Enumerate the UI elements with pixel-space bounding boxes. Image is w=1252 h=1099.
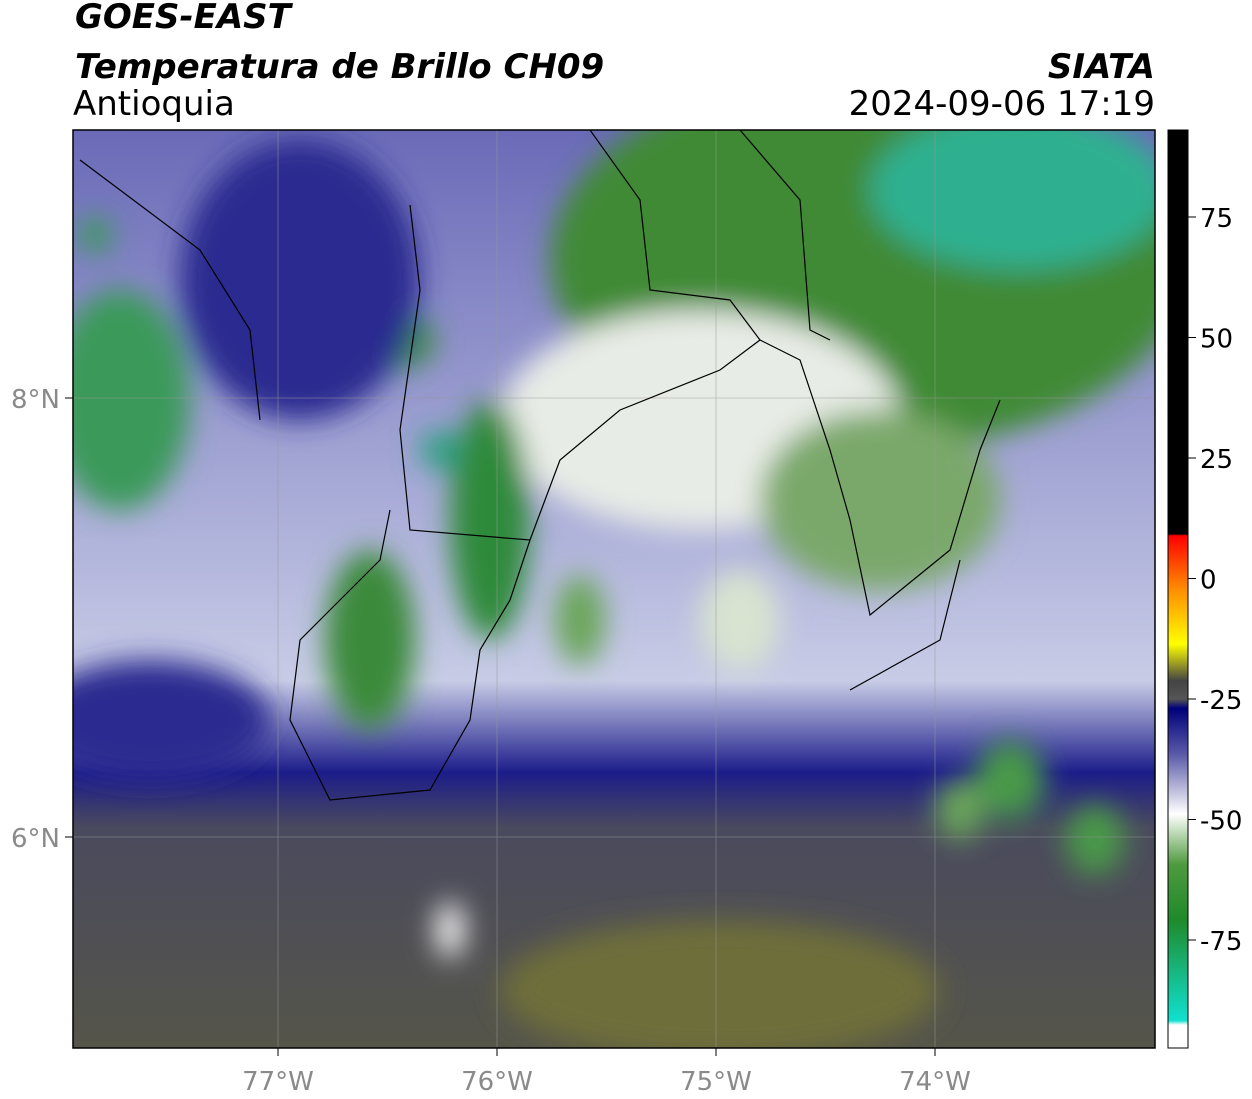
lon-label: 76°W — [461, 1067, 533, 1097]
lon-label: 77°W — [242, 1067, 314, 1097]
colorbar-label: -75 — [1200, 927, 1242, 957]
colorbar-label: 50 — [1200, 325, 1233, 355]
lon-label: 75°W — [680, 1067, 752, 1097]
lat-label: 6°N — [11, 824, 60, 854]
satellite-image — [73, 130, 1155, 1048]
colorbar-label: 75 — [1200, 204, 1233, 234]
colorbar-label: -50 — [1200, 807, 1242, 837]
region: Antioquia — [73, 84, 235, 124]
title: GOES-EAST — [75, 0, 294, 37]
subtitle: Temperatura de Brillo CH09 — [75, 47, 604, 87]
colorbar-label: -25 — [1200, 686, 1242, 716]
datetime: 2024-09-06 17:19 — [849, 84, 1155, 124]
colorbar-label: 25 — [1200, 445, 1233, 475]
colorbar-label: 0 — [1200, 566, 1217, 596]
source: SIATA — [1048, 47, 1155, 87]
lon-label: 74°W — [899, 1067, 971, 1097]
colorbar — [1167, 129, 1189, 1049]
lat-label: 8°N — [11, 385, 60, 415]
plot-frame — [72, 129, 1156, 1049]
